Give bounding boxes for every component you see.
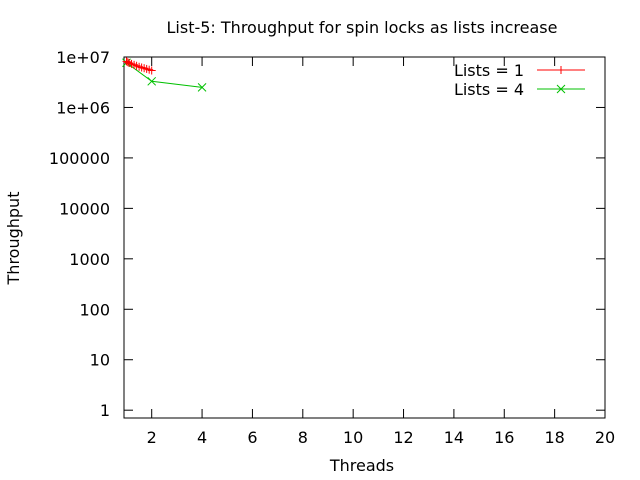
y-tick-label: 1e+07 [56,48,110,67]
x-tick-label: 4 [197,428,207,447]
x-tick-label: 12 [393,428,413,447]
legend-label: Lists = 1 [454,61,524,80]
y-tick-label: 1 [100,401,110,420]
x-tick-label: 20 [595,428,615,447]
chart-title: List-5: Throughput for spin locks as lis… [167,18,558,37]
y-tick-label: 1000 [69,250,110,269]
data-point [147,66,156,75]
data-point [123,58,132,67]
x-tick-label: 18 [544,428,564,447]
x-tick-label: 10 [343,428,363,447]
y-tick-label: 10000 [59,199,110,218]
y-tick-label: 10 [90,351,110,370]
x-tick-label: 14 [444,428,464,447]
y-tick-label: 100000 [49,149,110,168]
y-tick-label: 1e+06 [56,98,110,117]
x-ticks: 2 4 6 8 10 12 14 16 18 20 [147,57,615,447]
y-ticks: 1 10 100 1000 10000 100000 1e+06 1e+07 [49,48,605,420]
legend-marker [557,66,565,74]
data-point [197,83,207,92]
series-layer [122,57,207,92]
x-tick-label: 8 [298,428,308,447]
legend-marker [556,84,566,94]
x-tick-label: 2 [147,428,157,447]
x-tick-label: 6 [247,428,257,447]
legend-label: Lists = 4 [454,80,524,99]
marker-stroke [556,84,566,94]
x-axis-label: Threads [329,456,394,475]
data-point [147,76,157,86]
x-tick-label: 16 [494,428,514,447]
marker-stroke [147,76,157,86]
marker-stroke [197,83,207,92]
y-tick-label: 100 [79,300,110,319]
y-axis-label: Throughput [4,192,23,286]
plot-frame [123,56,606,419]
